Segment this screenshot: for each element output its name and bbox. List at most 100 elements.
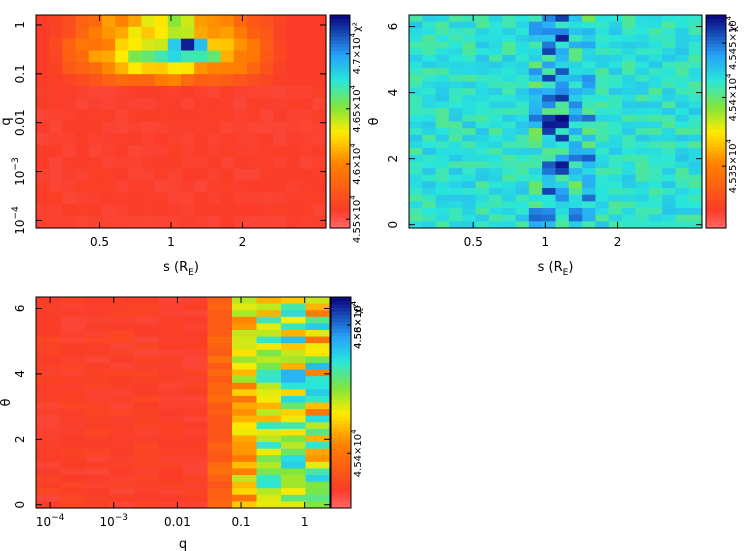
heatmap-cell (435, 54, 450, 63)
heatmap-cell (49, 121, 63, 134)
heatmap-cell (62, 121, 77, 134)
heatmap-cell (88, 97, 103, 111)
heatmap-cell (475, 214, 490, 222)
heatmap-cell (622, 28, 637, 36)
heatmap-cell (675, 174, 690, 183)
heatmap-cell (207, 329, 233, 338)
heatmap-cell (648, 194, 663, 202)
heatmap-cell (448, 214, 463, 222)
heatmap-cell (568, 41, 583, 49)
heatmap-cell (648, 148, 663, 156)
heatmap-cell (207, 310, 233, 318)
heatmap-cell (595, 108, 610, 116)
heatmap-cell (49, 15, 63, 28)
heatmap-cell (422, 128, 437, 136)
heatmap-cell (462, 114, 477, 123)
heatmap-cell (675, 194, 690, 202)
heatmap-cell (286, 192, 301, 205)
heatmap-cell (555, 174, 570, 183)
heatmap-cell (502, 94, 517, 103)
heatmap-cell (286, 157, 301, 170)
heatmap-cell (232, 329, 258, 338)
colorbar-swatch (706, 18, 726, 23)
y-axis-label: θ (367, 117, 382, 125)
colorbar-swatch (331, 427, 351, 432)
heatmap-cell (622, 168, 637, 176)
heatmap-cell (555, 94, 570, 103)
heatmap-cell (648, 68, 663, 76)
heatmap-cell (167, 26, 182, 40)
heatmap-cell (502, 134, 517, 143)
heatmap-cell (582, 88, 597, 96)
heatmap-cell (488, 54, 503, 63)
heatmap-cell (542, 221, 557, 229)
heatmap-cell (181, 62, 195, 75)
heatmap-cell (528, 161, 543, 169)
colorbar-swatch (331, 325, 351, 330)
heatmap-cell (128, 74, 143, 87)
heatmap-cell (502, 121, 517, 129)
heatmap-cell (515, 168, 530, 176)
heatmap-cell (688, 174, 703, 183)
heatmap-cell (256, 329, 282, 338)
colorbar-swatch (330, 174, 350, 179)
heatmap-cell (158, 475, 184, 483)
heatmap-cell (542, 194, 557, 202)
heatmap-cell (232, 356, 258, 364)
colorbar-swatch (330, 15, 350, 20)
heatmap-cell (502, 194, 517, 202)
colorbar-swatch (331, 307, 351, 312)
heatmap-cell (688, 15, 703, 23)
heatmap-cell (462, 181, 477, 189)
heatmap-cell (49, 50, 63, 63)
heatmap-cell (435, 101, 450, 109)
colorbar-swatch (330, 117, 350, 123)
heatmap-cell (448, 194, 463, 202)
heatmap-cell (49, 86, 63, 99)
y-tick-label: 10−3 (11, 157, 27, 186)
heatmap-cell (60, 316, 86, 324)
heatmap-cell (635, 148, 650, 156)
heatmap-cell (207, 121, 222, 134)
x-tick-label: 1 (301, 515, 309, 529)
colorbar-swatch (330, 54, 350, 59)
heatmap-cell (435, 41, 450, 49)
heatmap-cell (555, 41, 570, 49)
heatmap-cell (462, 148, 477, 156)
heatmap-cell (608, 28, 623, 36)
colorbar-swatch (330, 160, 350, 165)
heatmap-cell (662, 181, 676, 189)
heatmap-cell (648, 141, 663, 149)
heatmap-cell (273, 192, 288, 205)
heatmap-cell (109, 481, 135, 489)
colorbar-swatch (330, 68, 350, 73)
heatmap-cell (622, 194, 637, 202)
heatmap-cell (475, 121, 490, 129)
colorbar-swatch (706, 64, 726, 69)
heatmap-cell (85, 461, 111, 470)
heatmap-cell (448, 21, 463, 29)
heatmap-cell (273, 204, 288, 217)
colorbar-swatch (706, 128, 726, 133)
heatmap-cell (528, 174, 543, 183)
heatmap-cell (181, 192, 195, 205)
heatmap-cell (260, 97, 274, 111)
heatmap-cell (167, 157, 182, 170)
heatmap-cell (435, 21, 450, 29)
heatmap-cell (167, 145, 182, 158)
colorbar-tick-label: 4.54×104 (725, 73, 739, 121)
heatmap-cell (448, 81, 463, 89)
heatmap-cell (62, 50, 77, 63)
heatmap-cell (183, 303, 209, 311)
heatmap-cell (299, 86, 314, 99)
heatmap-cell (635, 214, 650, 222)
heatmap-cell (273, 97, 288, 111)
heatmap-cell (528, 148, 543, 156)
heatmap-cell (595, 94, 610, 103)
heatmap-cell (158, 461, 184, 470)
y-tick-label: 0 (13, 501, 27, 509)
heatmap-cell (568, 181, 583, 189)
heatmap-cell (409, 154, 423, 163)
heatmap-cell (409, 88, 423, 96)
heatmap-cell (115, 74, 129, 87)
